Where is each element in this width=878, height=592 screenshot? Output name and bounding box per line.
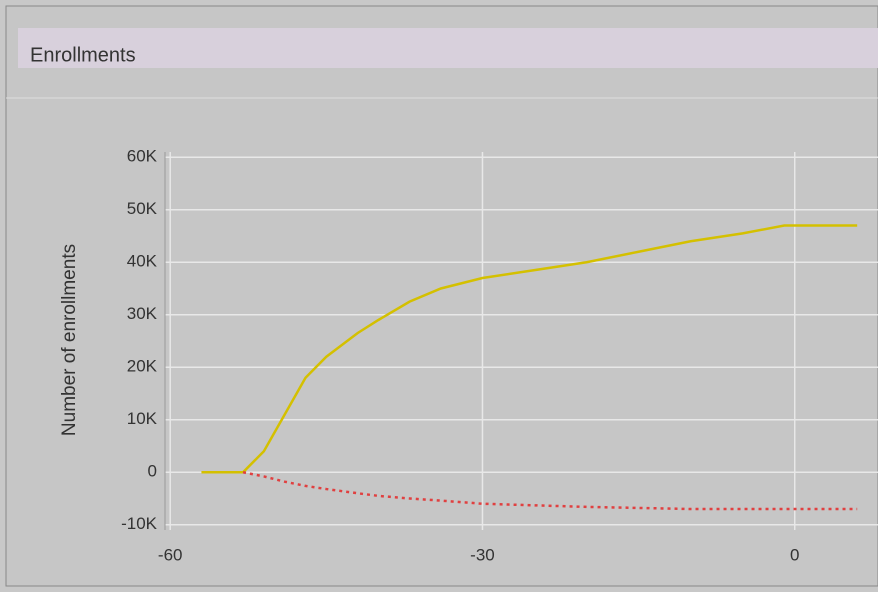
panel — [5, 5, 878, 587]
x-tick-label: -30 — [470, 545, 495, 564]
line — [201, 224, 858, 474]
y-tick-label: 60K — [127, 147, 158, 166]
y-tick-label: -10K — [121, 514, 158, 533]
x-tick-label: 0 — [790, 545, 799, 564]
y-tick-label: 50K — [127, 199, 158, 218]
y-axis-label: Number of enrollments — [59, 244, 80, 436]
y-tick-label: 20K — [127, 357, 158, 376]
chart-title: Enrollments — [30, 44, 136, 66]
title-box — [18, 28, 878, 68]
y-tick-label: 30K — [127, 304, 158, 323]
x-tick-label: -60 — [158, 545, 183, 564]
y-tick-label: 40K — [127, 252, 158, 271]
y-tick-label: 10K — [127, 409, 158, 428]
y-tick-label: 0 — [148, 462, 157, 481]
